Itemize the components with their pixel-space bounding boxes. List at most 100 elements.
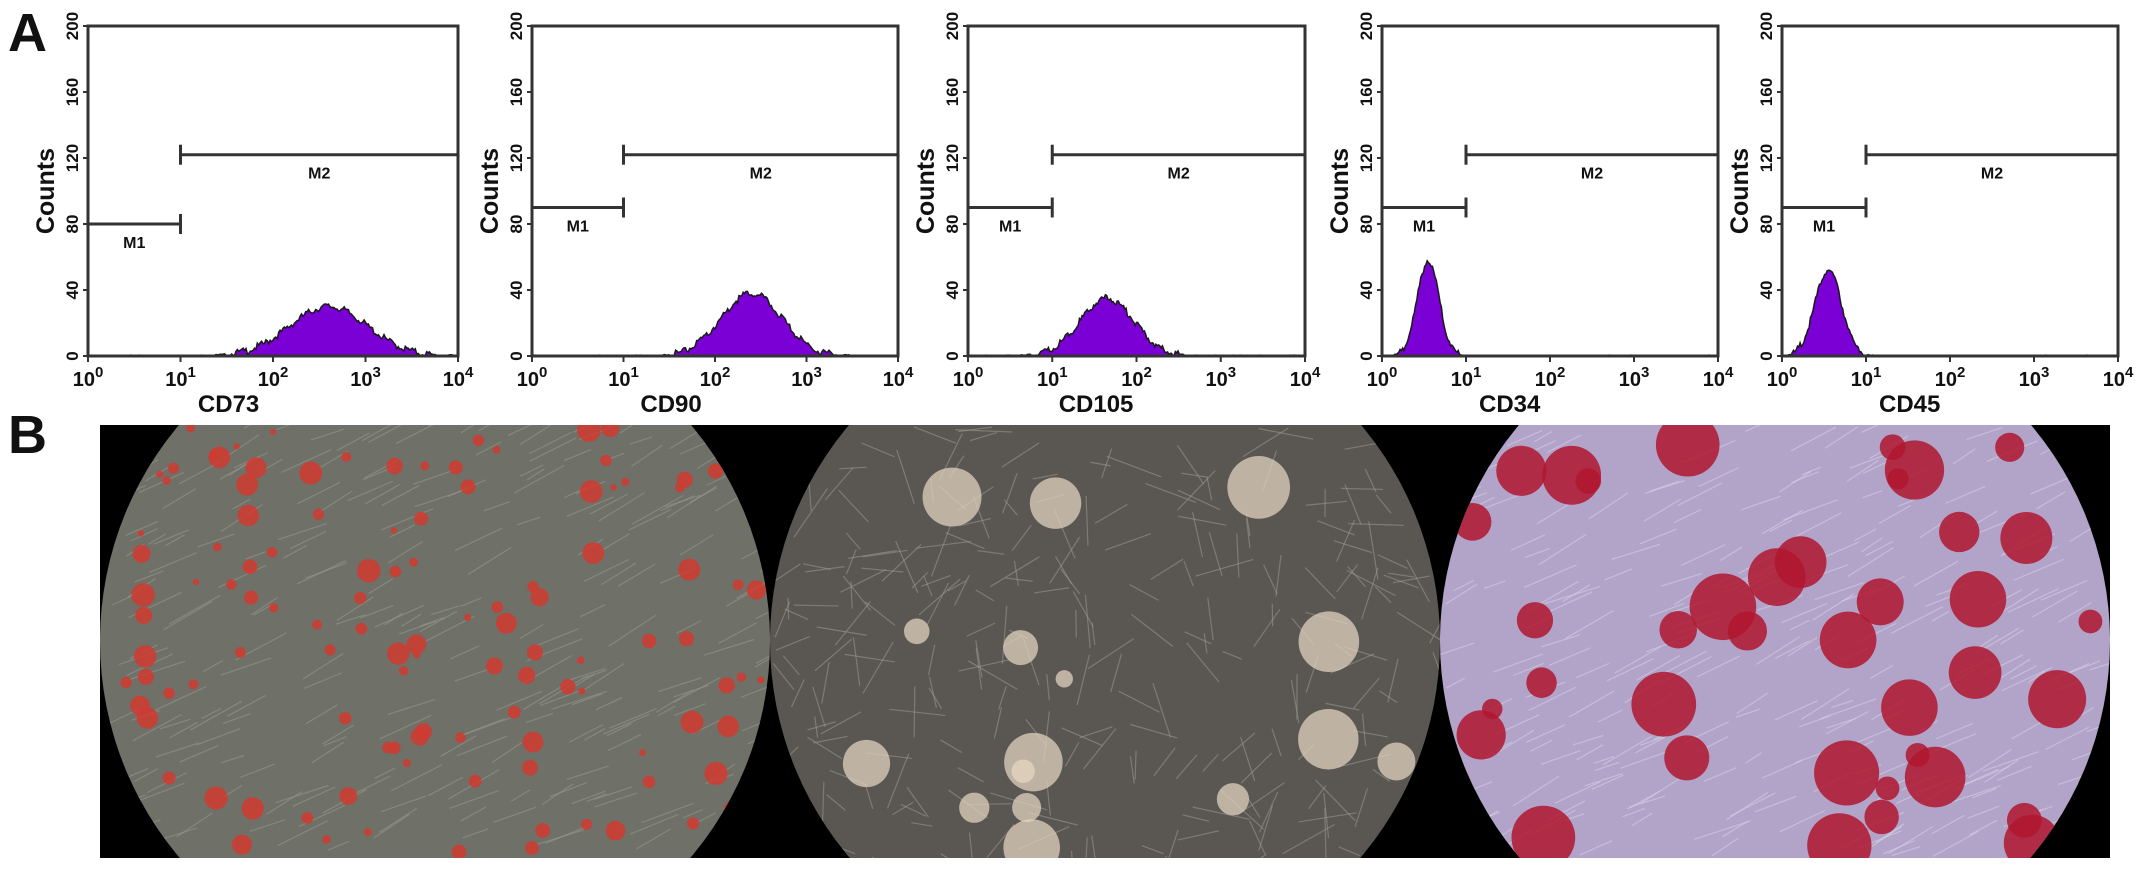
cell-fiber <box>2000 629 2024 645</box>
stained-spot <box>842 739 891 788</box>
stained-spot <box>1377 742 1416 781</box>
cell-fiber <box>155 742 199 758</box>
cell-fiber <box>130 528 158 542</box>
gate-label-m1: M1 <box>1813 219 1835 236</box>
stained-spot <box>111 425 133 440</box>
cell-fiber <box>2045 726 2090 750</box>
cell-fiber <box>1013 560 1020 586</box>
y-axis-label: Counts <box>912 148 940 234</box>
cell-fiber <box>1528 686 1577 712</box>
x-tick-label: 103 <box>791 364 822 391</box>
cell-fiber <box>1967 805 2000 819</box>
cell-fiber <box>412 469 455 485</box>
stained-spot <box>1864 799 1899 835</box>
cell-fiber <box>1364 468 1377 493</box>
stained-spot <box>420 461 430 471</box>
cell-fiber <box>153 529 190 545</box>
cell-fiber <box>601 562 637 586</box>
stained-spot <box>959 792 990 823</box>
x-tick-label: 104 <box>443 364 474 391</box>
cell-fiber <box>1406 442 1415 489</box>
y-tick-label: 200 <box>507 12 526 40</box>
stained-spot <box>495 612 517 634</box>
cell-fiber <box>1512 775 1560 807</box>
cell-fiber <box>483 501 510 512</box>
cell-fiber <box>1524 547 1551 559</box>
y-tick-label: 160 <box>63 78 82 106</box>
cell-fiber <box>755 645 770 664</box>
cell-fiber <box>947 580 967 592</box>
cell-fiber <box>1484 580 1506 589</box>
cell-fiber <box>975 589 995 602</box>
cell-fiber <box>774 601 791 638</box>
cell-fiber <box>926 582 950 626</box>
cell-fiber <box>1471 781 1493 791</box>
cell-fiber <box>197 533 235 548</box>
cell-fiber <box>1275 554 1282 597</box>
cell-fiber <box>918 578 961 616</box>
stained-spot <box>402 758 411 768</box>
cell-fiber <box>460 806 487 822</box>
cell-fiber <box>519 624 544 640</box>
stained-spot <box>903 618 930 645</box>
cell-fiber <box>419 616 445 627</box>
cell-fiber <box>1952 785 2001 803</box>
cell-fiber <box>584 663 625 691</box>
cell-fiber <box>1207 597 1214 641</box>
cell-fiber <box>478 425 518 432</box>
y-axis-label: Counts <box>1726 148 1754 234</box>
cell-fiber <box>927 644 936 676</box>
cell-fiber <box>1206 476 1213 501</box>
cell-fiber <box>2009 665 2037 680</box>
cell-fiber <box>1996 765 2032 781</box>
cell-fiber <box>748 472 770 484</box>
y-tick-label: 80 <box>63 215 82 234</box>
cell-fiber <box>136 833 160 844</box>
cell-fiber <box>1703 767 1737 782</box>
cell-fiber <box>1423 465 1437 524</box>
cell-fiber <box>1969 819 1998 836</box>
cell-fiber <box>845 549 857 575</box>
cell-fiber <box>540 689 583 707</box>
cell-fiber <box>475 441 502 456</box>
stained-spot <box>163 687 175 699</box>
cell-fiber <box>1183 560 1194 587</box>
cell-fiber <box>1875 823 1905 844</box>
x-axis-label: CD73 <box>198 391 259 418</box>
cell-fiber <box>189 700 242 731</box>
x-tick-label: 100 <box>1767 364 1798 391</box>
histogram-fill <box>1781 269 2119 357</box>
cell-fiber <box>1298 812 1357 823</box>
stained-spot <box>299 461 323 485</box>
stained-spot <box>410 727 429 746</box>
stained-spot <box>120 676 132 689</box>
cell-fiber <box>993 706 1003 739</box>
cell-fiber <box>600 533 630 552</box>
cell-fiber <box>567 667 606 682</box>
cell-fiber <box>311 741 345 764</box>
cell-fiber <box>1150 558 1184 581</box>
cell-fiber <box>1094 503 1128 524</box>
cell-fiber <box>608 614 657 647</box>
cell-fiber <box>1640 736 1664 746</box>
stained-spot <box>234 646 246 658</box>
cell-fiber <box>292 786 336 807</box>
cell-fiber <box>782 655 800 676</box>
cell-fiber <box>381 508 434 531</box>
stained-spot <box>137 668 154 685</box>
cell-fiber <box>1814 582 1864 601</box>
cell-fiber <box>1181 472 1208 478</box>
stained-spot <box>162 476 171 485</box>
cell-fiber <box>168 594 221 625</box>
stained-spot <box>732 579 744 591</box>
x-axis-label: CD34 <box>1479 391 1541 418</box>
stained-spot <box>2006 802 2042 838</box>
histogram-fill <box>531 290 899 357</box>
cell-fiber <box>821 662 830 704</box>
x-tick-label: 104 <box>2103 364 2134 391</box>
histogram-CD90: M1 M2 0 40 80 120 160 200 Counts 100 101 102 103 104 C… <box>476 12 914 418</box>
cell-fiber <box>516 516 541 526</box>
cell-fiber <box>1348 523 1404 526</box>
cell-fiber <box>125 520 159 537</box>
cell-fiber <box>1826 711 1869 735</box>
